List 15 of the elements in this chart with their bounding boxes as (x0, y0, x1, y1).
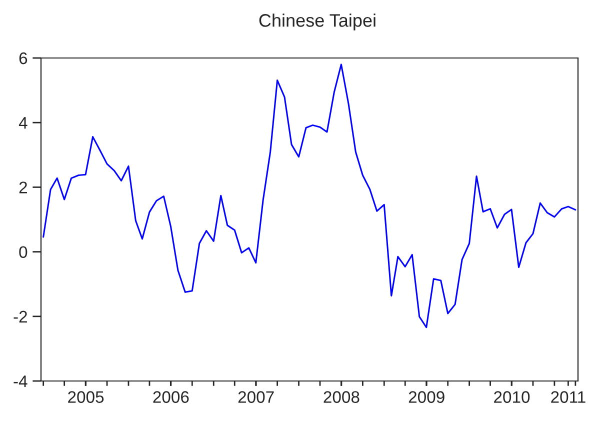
y-tick-label: 4 (18, 117, 28, 129)
y-tick-label: 2 (19, 182, 27, 194)
x-tick-label: 2011 (551, 391, 586, 403)
x-tick-label: 2007 (238, 391, 274, 403)
y-tick-label: -2 (14, 310, 27, 322)
y-tick-label: 6 (19, 52, 28, 64)
x-tick-label: 2005 (68, 391, 104, 403)
x-tick-label: 2008 (324, 391, 360, 403)
y-tick-label: 0 (19, 246, 28, 258)
x-tick-label: 2010 (494, 391, 530, 403)
y-tick-label: -4 (14, 376, 28, 388)
x-tick-label: 2009 (408, 391, 444, 403)
x-tick-label: 2006 (153, 391, 189, 403)
chart-title: Chinese Taipei (259, 14, 376, 30)
line-series (42, 64, 576, 328)
